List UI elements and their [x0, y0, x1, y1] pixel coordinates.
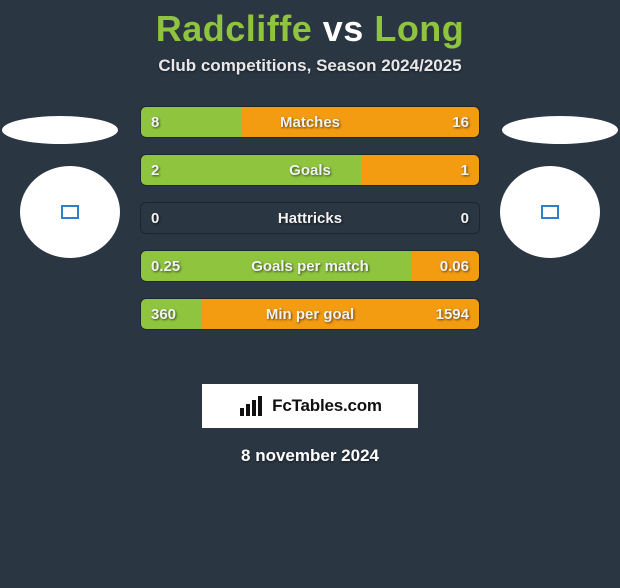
placeholder-icon: [61, 205, 79, 219]
date-text: 8 november 2024: [0, 446, 620, 466]
title-left: Radcliffe: [156, 8, 313, 49]
club-badge-placeholder-right-top: [502, 116, 618, 144]
stat-label: Goals per match: [141, 251, 479, 281]
placeholder-icon: [541, 205, 559, 219]
stat-label: Hattricks: [141, 203, 479, 233]
stat-bars: 816Matches 21Goals 00Hattricks 0.250.06Goal…: [140, 106, 480, 346]
stat-label: Min per goal: [141, 299, 479, 329]
title-right: Long: [374, 8, 464, 49]
stat-bar-min-per-goal: 3601594Min per goal: [140, 298, 480, 330]
stat-label: Matches: [141, 107, 479, 137]
stat-bar-matches: 816Matches: [140, 106, 480, 138]
page-title: Radcliffe vs Long: [0, 8, 620, 50]
source-badge: FcTables.com: [202, 384, 418, 428]
stat-bar-hattricks: 00Hattricks: [140, 202, 480, 234]
stat-bar-goals-per-match: 0.250.06Goals per match: [140, 250, 480, 282]
bars-icon: [238, 396, 266, 416]
stat-bar-goals: 21Goals: [140, 154, 480, 186]
title-mid: vs: [323, 8, 364, 49]
club-badge-placeholder-right: [500, 166, 600, 258]
club-badge-placeholder-left-top: [2, 116, 118, 144]
comparison-stage: 816Matches 21Goals 00Hattricks 0.250.06Goal…: [0, 106, 620, 366]
club-badge-placeholder-left: [20, 166, 120, 258]
subtitle: Club competitions, Season 2024/2025: [0, 56, 620, 76]
source-badge-text: FcTables.com: [272, 396, 382, 416]
stat-label: Goals: [141, 155, 479, 185]
